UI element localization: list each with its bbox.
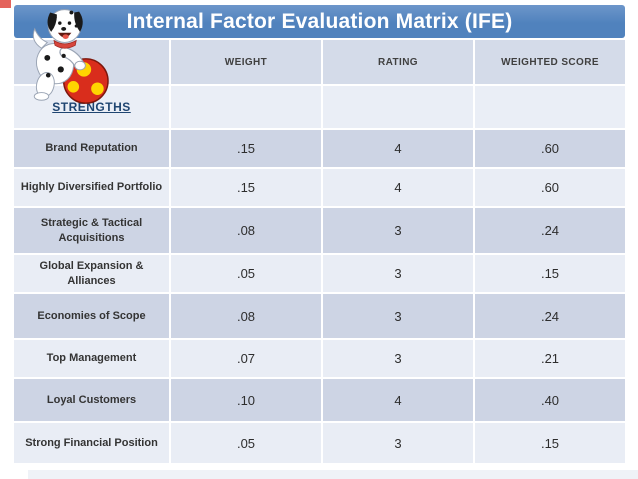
corner-red-mark bbox=[0, 0, 11, 8]
rating-cell: 3 bbox=[323, 340, 473, 377]
section-cell-empty bbox=[475, 86, 625, 128]
weighted-score-cell: .24 bbox=[475, 294, 625, 338]
weighted-score-cell: .24 bbox=[475, 208, 625, 253]
weight-cell: .10 bbox=[171, 379, 321, 421]
rating-cell: 3 bbox=[323, 294, 473, 338]
weighted-score-cell: .15 bbox=[475, 423, 625, 463]
rating-cell: 3 bbox=[323, 208, 473, 253]
factor-cell: Economies of Scope bbox=[14, 294, 169, 338]
rating-cell: 4 bbox=[323, 169, 473, 206]
weighted-score-cell: .15 bbox=[475, 255, 625, 292]
ife-table: WEIGHT RATING WEIGHTED SCORE STRENGTHS B… bbox=[14, 40, 625, 463]
factor-cell: Top Management bbox=[14, 340, 169, 377]
strengths-label: STRENGTHS bbox=[52, 100, 131, 114]
rating-cell: 4 bbox=[323, 379, 473, 421]
factor-cell: Strong Financial Position bbox=[14, 423, 169, 463]
weight-cell: .08 bbox=[171, 208, 321, 253]
section-cell-empty bbox=[323, 86, 473, 128]
partial-next-row bbox=[28, 470, 638, 479]
section-cell-empty bbox=[171, 86, 321, 128]
factor-cell: Brand Reputation bbox=[14, 130, 169, 167]
weight-cell: .15 bbox=[171, 130, 321, 167]
rating-cell: 4 bbox=[323, 130, 473, 167]
factor-cell: Strategic & Tactical Acquisitions bbox=[14, 208, 169, 253]
ball-icon bbox=[62, 58, 109, 104]
weighted-score-cell: .40 bbox=[475, 379, 625, 421]
weighted-score-cell: .60 bbox=[475, 130, 625, 167]
rating-cell: 3 bbox=[323, 423, 473, 463]
title-bar: Internal Factor Evaluation Matrix (IFE) bbox=[14, 5, 625, 38]
weight-cell: .08 bbox=[171, 294, 321, 338]
weight-cell: .05 bbox=[171, 423, 321, 463]
header-cell-weighted-score: WEIGHTED SCORE bbox=[475, 40, 625, 84]
weight-cell: .05 bbox=[171, 255, 321, 292]
page-title: Internal Factor Evaluation Matrix (IFE) bbox=[126, 9, 513, 33]
weighted-score-cell: .21 bbox=[475, 340, 625, 377]
weight-cell: .15 bbox=[171, 169, 321, 206]
factor-cell: Highly Diversified Portfolio bbox=[14, 169, 169, 206]
header-cell-rating: RATING bbox=[323, 40, 473, 84]
weight-cell: .07 bbox=[171, 340, 321, 377]
factor-cell: Loyal Customers bbox=[14, 379, 169, 421]
rating-cell: 3 bbox=[323, 255, 473, 292]
dalmatian-mascot-icon bbox=[32, 9, 109, 104]
weighted-score-cell: .60 bbox=[475, 169, 625, 206]
header-cell-weight: WEIGHT bbox=[171, 40, 321, 84]
factor-cell: Global Expansion & Alliances bbox=[14, 255, 169, 292]
